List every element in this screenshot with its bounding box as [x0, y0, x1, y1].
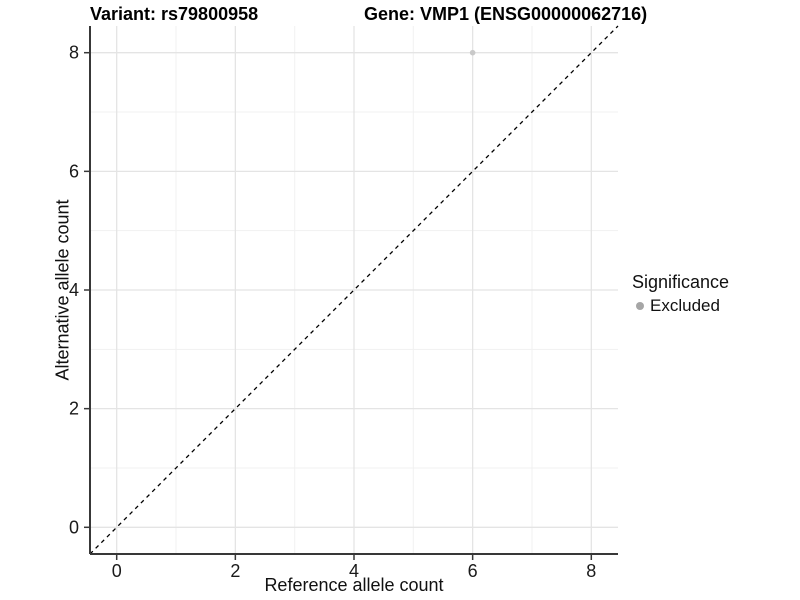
x-axis-title: Reference allele count: [264, 575, 444, 595]
x-tick-label: 2: [230, 561, 240, 581]
y-tick-label: 8: [69, 43, 79, 63]
legend-item-excluded: Excluded: [632, 296, 729, 316]
y-axis-title: Alternative allele count: [52, 199, 73, 381]
y-tick-label: 4: [69, 280, 79, 300]
data-point: [469, 49, 476, 56]
y-tick-label: 2: [69, 399, 79, 419]
title-variant: Variant: rs79800958: [90, 4, 259, 24]
x-tick-label: 4: [349, 561, 359, 581]
legend-title: Significance: [632, 272, 730, 292]
legend: Significance Excluded: [632, 272, 729, 316]
x-tick-label: 0: [112, 561, 122, 581]
legend-item-label: Excluded: [650, 296, 720, 315]
x-tick-label: 6: [468, 561, 478, 581]
x-tick-label: 8: [586, 561, 596, 581]
excluded-point-icon: [636, 302, 644, 310]
title-gene: Gene: VMP1 (ENSG00000062716): [364, 4, 648, 24]
y-tick-label: 0: [69, 517, 79, 537]
y-tick-label: 6: [69, 161, 79, 181]
